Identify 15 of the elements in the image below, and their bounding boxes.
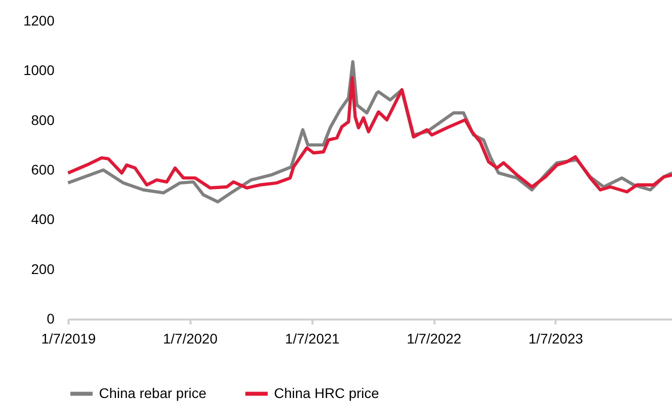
y-tick-label: 600 (31, 162, 55, 178)
x-tick-label: 1/7/2023 (528, 330, 584, 346)
x-tick-label: 1/7/2020 (162, 330, 218, 346)
x-tick-label: 1/7/2022 (406, 330, 462, 346)
y-tick-label: 1000 (23, 62, 55, 78)
line-series (66, 76, 672, 194)
y-tick-label: 400 (31, 211, 55, 228)
legend-label: China rebar price (99, 384, 207, 401)
x-tick-label: 1/7/2021 (285, 330, 340, 346)
legend-label: China HRC price (274, 384, 380, 401)
y-tick-label: 200 (31, 260, 55, 277)
y-tick-label: 1200 (23, 12, 55, 28)
x-tick-label: 1/7/2019 (41, 330, 96, 346)
y-tick-label: 0 (46, 310, 55, 326)
y-tick-label: 800 (31, 112, 55, 128)
